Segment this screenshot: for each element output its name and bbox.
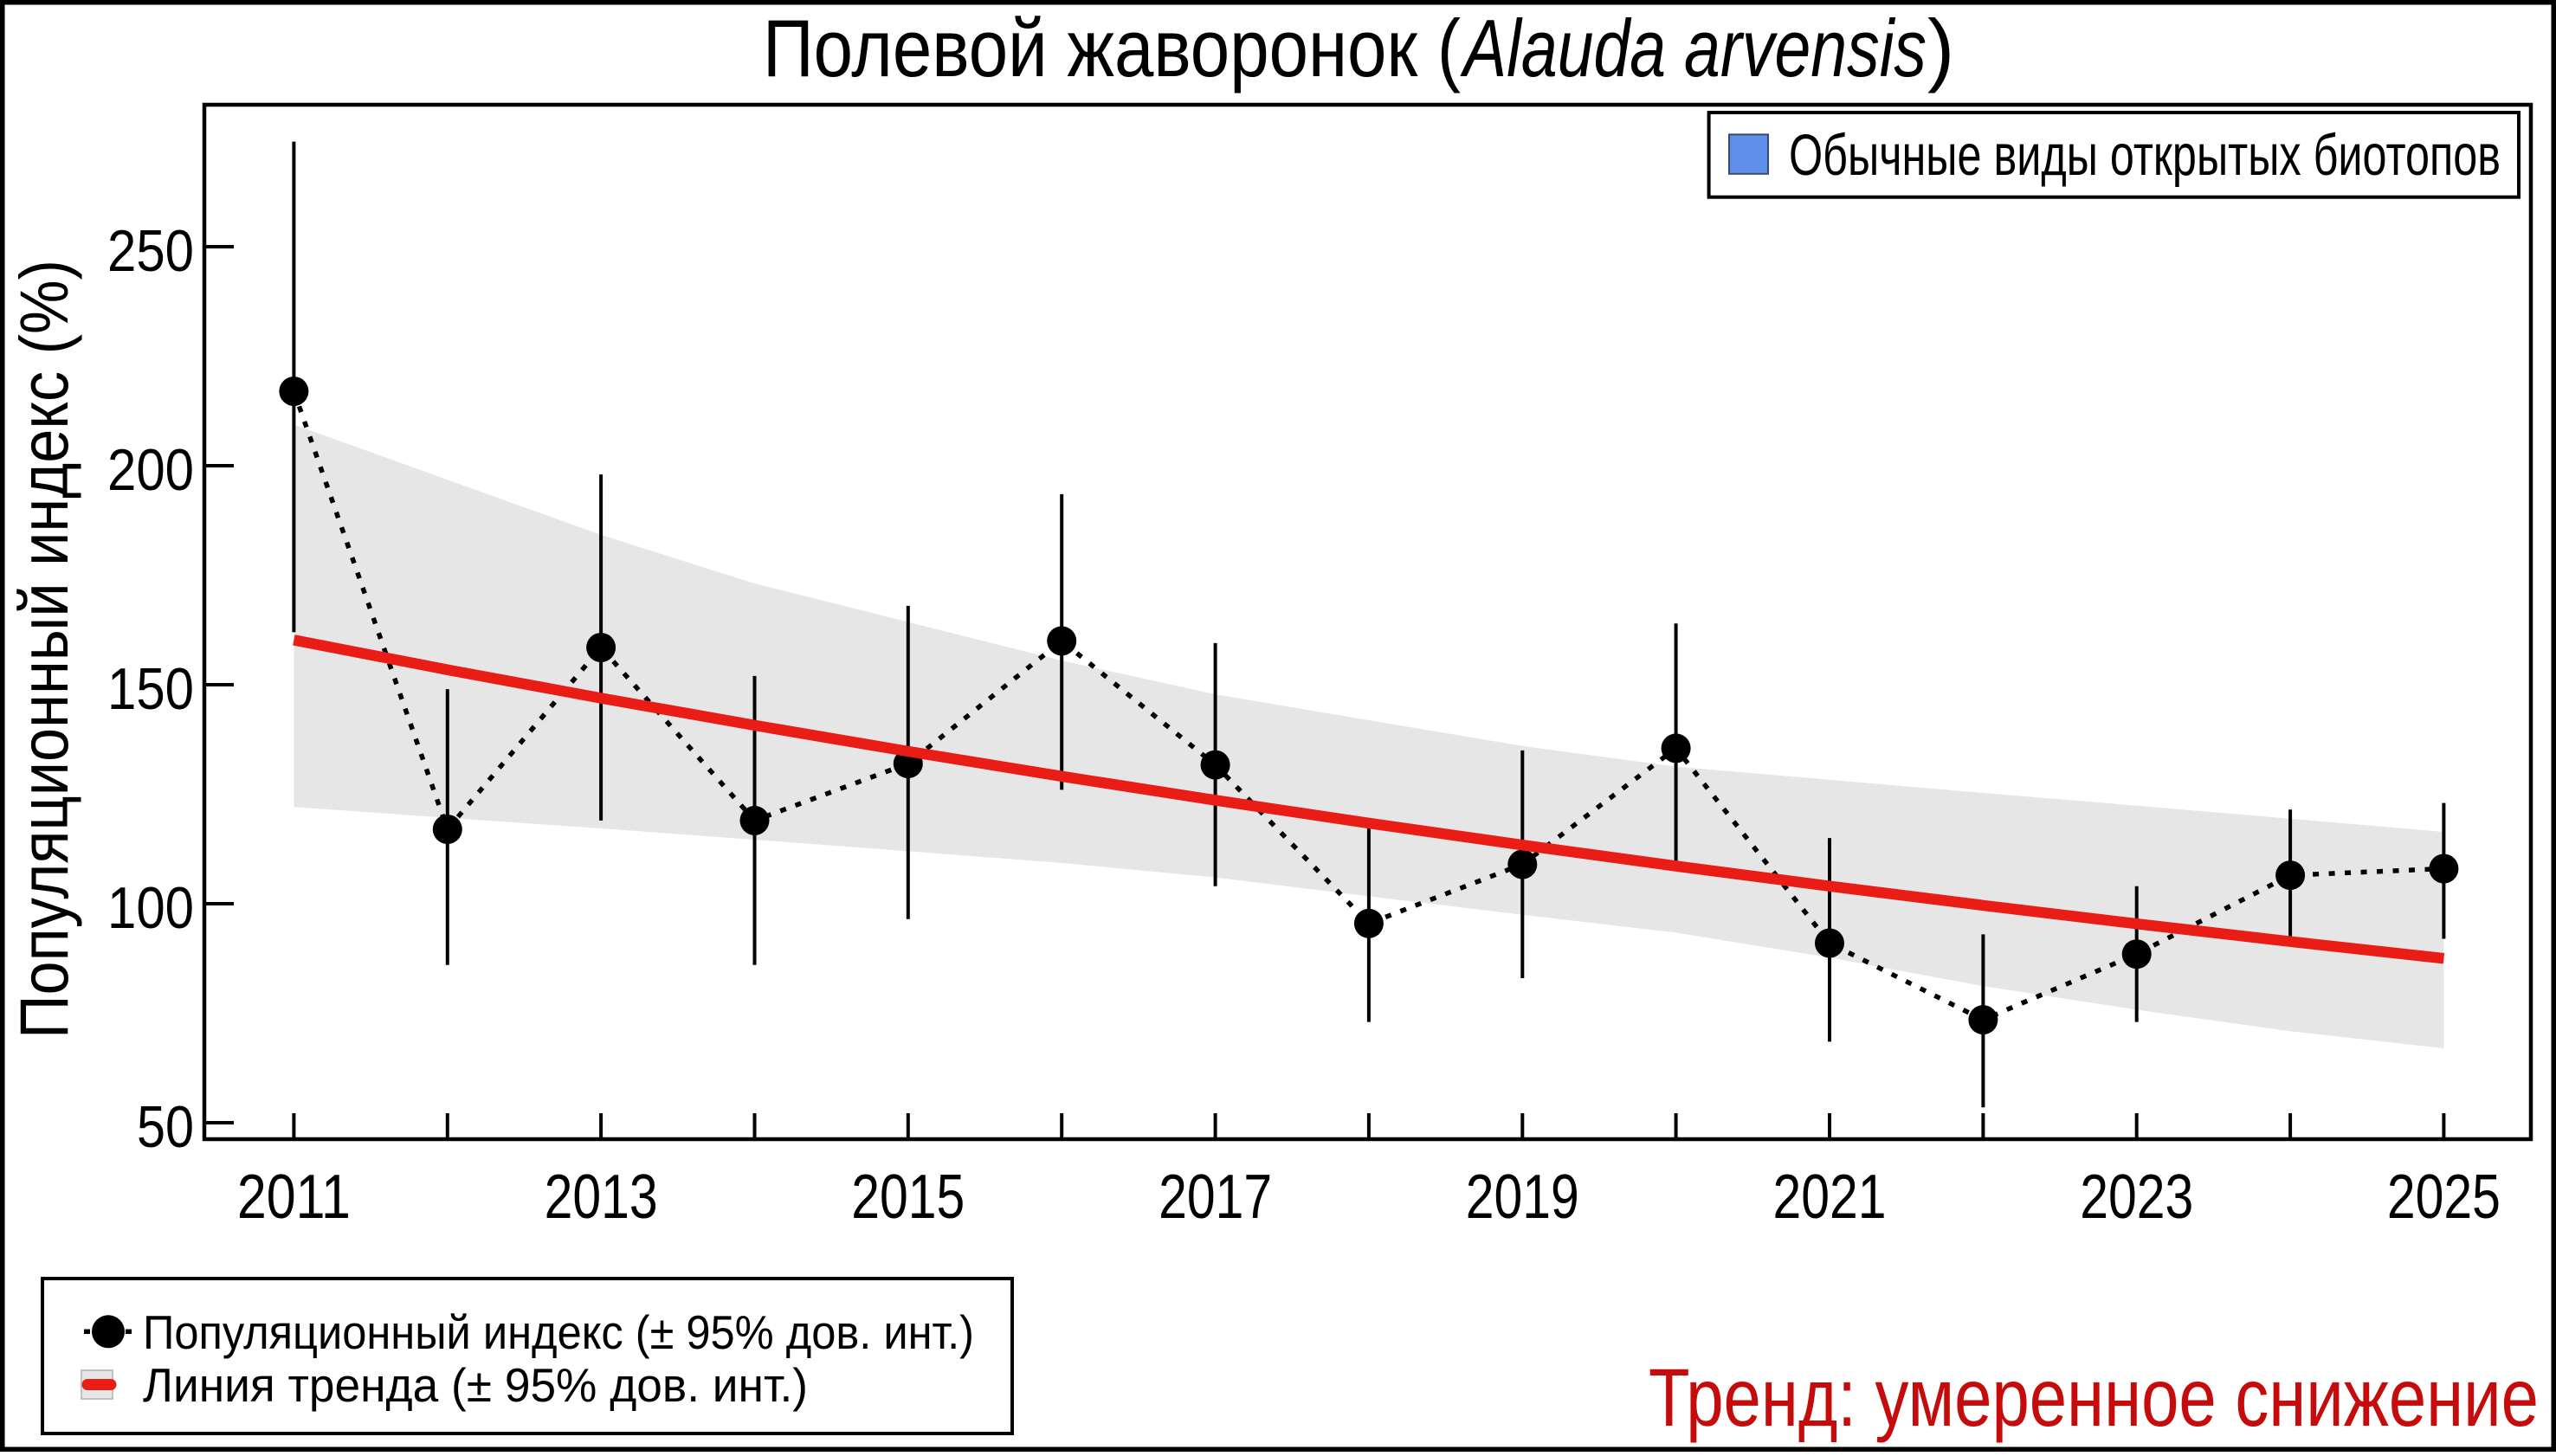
svg-text:2017: 2017 <box>1159 1163 1272 1232</box>
svg-text:50: 50 <box>137 1094 194 1160</box>
svg-text:150: 150 <box>107 656 194 722</box>
svg-text:2013: 2013 <box>545 1163 658 1232</box>
svg-text:Популяционный индекс (± 95% до: Популяционный индекс (± 95% дов. инт.) <box>143 1305 974 1359</box>
svg-text:2021: 2021 <box>1773 1163 1887 1232</box>
svg-text:2011: 2011 <box>237 1163 351 1232</box>
svg-text:200: 200 <box>107 437 194 503</box>
svg-text:250: 250 <box>107 218 194 284</box>
svg-text:Популяционный индекс (%): Популяционный индекс (%) <box>5 260 82 1039</box>
svg-text:Тренд: умеренное снижение: Тренд: умеренное снижение <box>1649 1352 2539 1444</box>
svg-text:100: 100 <box>107 875 194 941</box>
svg-text:Alauda arvensis: Alauda arvensis <box>1460 3 1927 93</box>
svg-text:2015: 2015 <box>851 1163 965 1232</box>
svg-text:2025: 2025 <box>2387 1163 2501 1232</box>
svg-text:Полевой жаворонок (: Полевой жаворонок ( <box>763 3 1461 93</box>
svg-text:Обычные виды открытых биотопов: Обычные виды открытых биотопов <box>1789 123 2501 188</box>
svg-text:2019: 2019 <box>1466 1163 1579 1232</box>
svg-text:2023: 2023 <box>2080 1163 2193 1232</box>
svg-text:Линия тренда (± 95% дов. инт.): Линия тренда (± 95% дов. инт.) <box>143 1358 808 1412</box>
svg-text:): ) <box>1927 3 1954 93</box>
